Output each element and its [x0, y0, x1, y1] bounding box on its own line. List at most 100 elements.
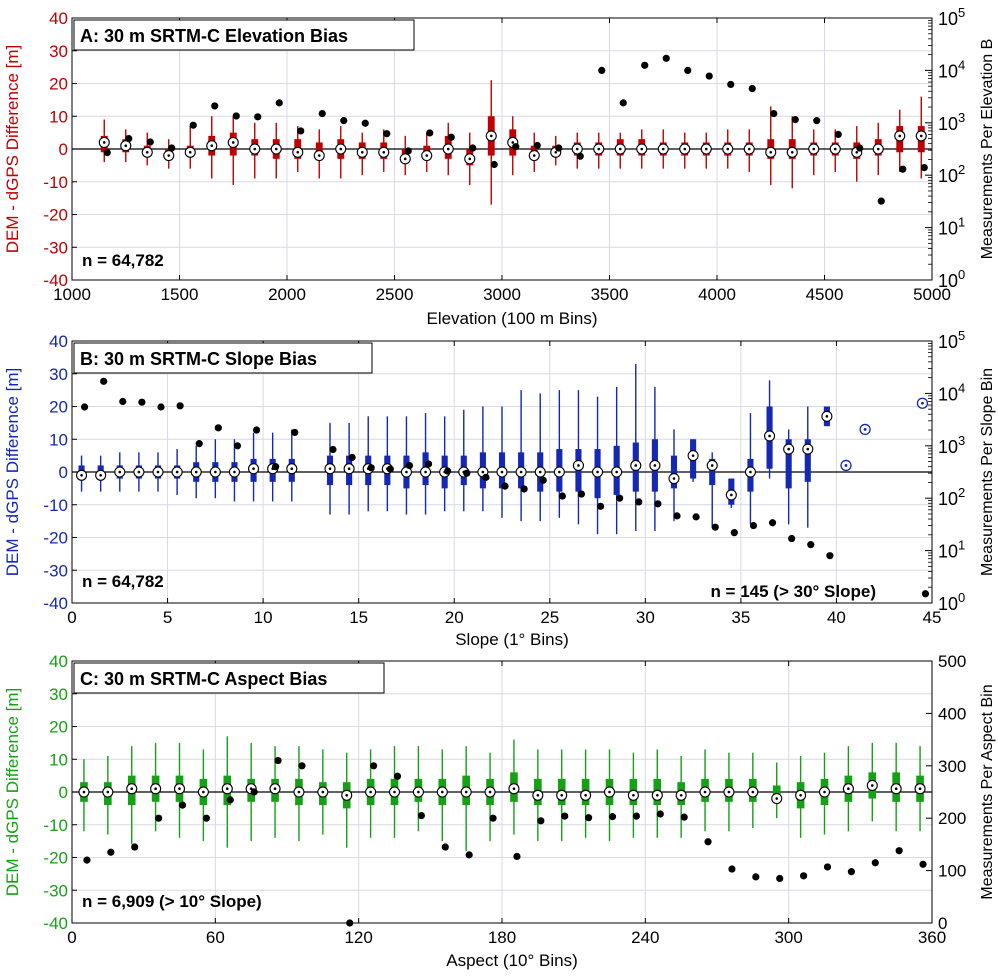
box-plot	[722, 129, 734, 169]
y2-tick-label: 103	[938, 433, 965, 457]
x-tick-label: 4000	[698, 285, 736, 304]
box-median-dot	[80, 473, 83, 477]
count-point	[100, 377, 108, 385]
box-median-dot	[369, 790, 372, 794]
count-point	[920, 163, 928, 172]
box-plot	[818, 752, 831, 835]
count-point	[895, 847, 903, 855]
y2-tick-exponent: 4	[958, 380, 965, 395]
box-plot	[829, 129, 841, 172]
box-median-dot	[726, 147, 730, 151]
box-plot	[464, 132, 476, 186]
count-point	[417, 811, 425, 820]
count-point	[482, 473, 490, 481]
box-median-dot	[597, 147, 601, 151]
box-median-dot	[768, 434, 771, 438]
count-point	[616, 494, 624, 502]
y-tick-label: -10	[43, 173, 68, 192]
y2-tick-exponent: 3	[958, 433, 965, 448]
box-plot	[765, 106, 777, 186]
box-median-dot	[575, 147, 579, 151]
box-plot	[184, 126, 196, 169]
box-median-dot	[424, 470, 427, 474]
box-median-dot	[799, 793, 802, 797]
x-tick-label: 2000	[268, 285, 306, 304]
box-plot	[421, 132, 433, 172]
box-plot	[802, 406, 814, 528]
box-median-dot	[202, 790, 205, 794]
count-point	[119, 397, 127, 406]
count-point	[656, 810, 664, 818]
box-plot	[292, 126, 304, 172]
count-point	[800, 872, 808, 880]
count-point	[393, 772, 402, 780]
count-point	[598, 66, 606, 74]
box-median-dot	[855, 150, 859, 154]
y2-tick-label: 104	[938, 57, 965, 81]
y2-tick-exponent: 5	[958, 328, 965, 343]
box-median-dot	[751, 790, 755, 794]
box-plot	[914, 746, 926, 832]
y-tick-label: -30	[43, 881, 68, 900]
box-plot	[293, 746, 305, 842]
y-tick-label: -40	[43, 271, 68, 290]
x-tick-label: 240	[631, 928, 659, 947]
y-tick-label: 30	[49, 685, 68, 704]
box-median-dot	[554, 150, 558, 154]
box-median-dot	[273, 787, 277, 791]
count-point	[826, 552, 834, 560]
box-median-dot	[558, 470, 561, 474]
box-median-dot	[536, 793, 540, 797]
count-point	[214, 424, 222, 432]
count-point	[791, 116, 799, 124]
count-point	[146, 138, 154, 146]
panel-c-x-axis-label: Aspect (10° Bins)	[446, 951, 578, 970]
box-median-dot	[347, 467, 351, 471]
box-median-dot	[653, 464, 657, 467]
box-plot	[679, 132, 691, 169]
box-plot	[611, 386, 623, 535]
box-median-dot	[118, 470, 122, 474]
count-point	[807, 541, 815, 549]
box-median-dot	[188, 150, 192, 154]
box-median-dot	[488, 790, 492, 794]
box-plot	[743, 129, 755, 172]
count-point	[768, 519, 777, 527]
box-median-dot	[417, 790, 420, 794]
x-tick-label: 2500	[376, 285, 414, 304]
box-median-dot	[339, 147, 343, 151]
box-median-dot	[440, 790, 444, 794]
y2-tick-exponent: 2	[958, 162, 965, 177]
x-tick-label: 1000	[53, 285, 91, 304]
panel-b-y-axis-label: DEM - dGPS Difference [m]	[3, 368, 22, 576]
count-point	[704, 838, 712, 846]
count-point	[635, 498, 643, 506]
count-point	[83, 856, 91, 864]
x-tick-label: 0	[67, 928, 76, 947]
count-point	[748, 84, 756, 93]
count-point	[233, 442, 242, 450]
box-median-dot	[661, 147, 665, 151]
box-median-dot	[82, 790, 86, 794]
box-median-dot	[175, 470, 179, 474]
count-point	[654, 500, 662, 508]
y2-tick-exponent: 3	[958, 110, 965, 125]
x-tick-label: 5	[163, 608, 172, 627]
box-median-dot	[156, 470, 160, 474]
box-plot	[636, 129, 648, 169]
y2-tick-label: 101	[938, 538, 965, 562]
box-plot	[657, 129, 669, 169]
box-plot	[866, 742, 878, 822]
count-point	[189, 121, 197, 129]
count-point	[673, 512, 681, 520]
box-plot	[76, 455, 88, 492]
count-point	[596, 502, 605, 510]
panel-a-title-box	[73, 19, 415, 51]
box-plot	[842, 746, 854, 832]
count-point	[361, 119, 369, 127]
box-plot	[152, 452, 164, 492]
box-plot	[592, 396, 604, 535]
y2-tick-exponent: 0	[958, 590, 965, 605]
panel-b-x-axis-label: Slope (1° Bins)	[455, 630, 569, 649]
x-tick-label: 5000	[913, 285, 951, 304]
